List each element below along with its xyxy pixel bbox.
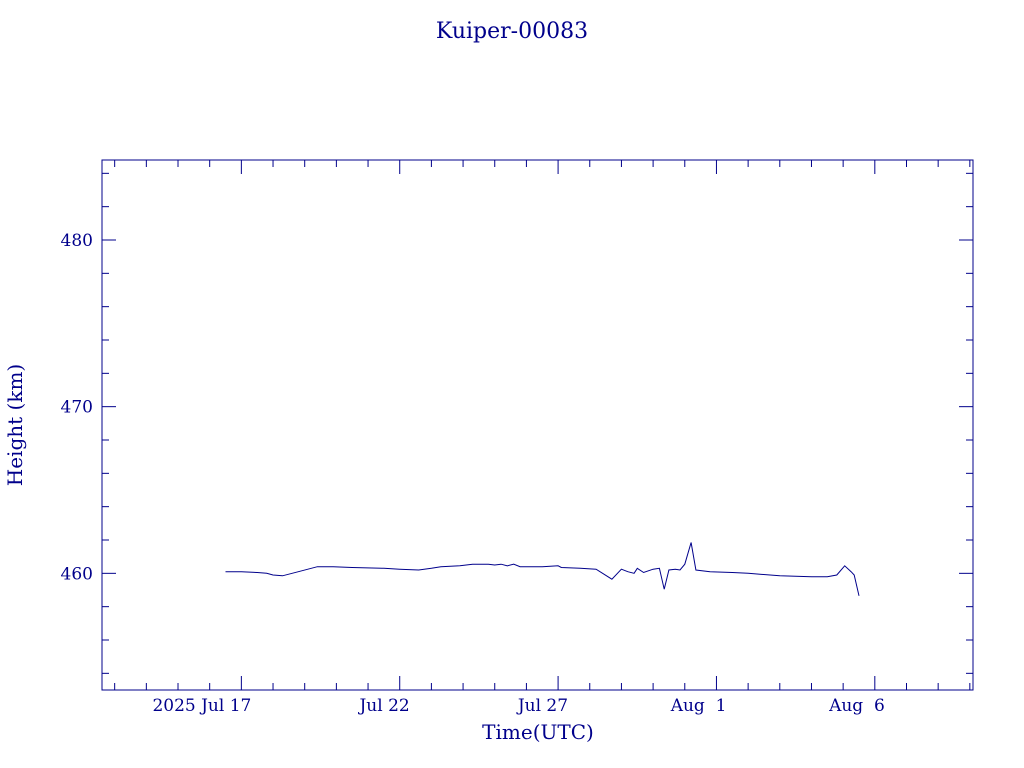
y-tick-labels: 460 470 480 [61,231,93,584]
y-tick-label: 460 [61,564,93,584]
x-tick-label: Jul 22 [357,696,409,716]
x-tick-label: Aug 6 [828,696,885,716]
x-tick-labels: 2025 Jul 17 Jul 22 Jul 27 Aug 1 Aug 6 [152,696,884,716]
x-tick-label: Jul 27 [516,696,568,716]
series-line [225,542,860,596]
chart-title: Kuiper-00083 [436,19,588,44]
y-tick-label: 470 [61,398,93,418]
y-tick-label: 480 [61,231,93,251]
x-axis-label: Time(UTC) [482,720,594,744]
x-tick-label: Aug 1 [670,696,727,716]
y-axis-label: Height (km) [3,364,27,486]
axis-ticks [102,160,973,690]
plot-frame [101,159,974,691]
x-tick-label: 2025 Jul 17 [152,696,251,716]
